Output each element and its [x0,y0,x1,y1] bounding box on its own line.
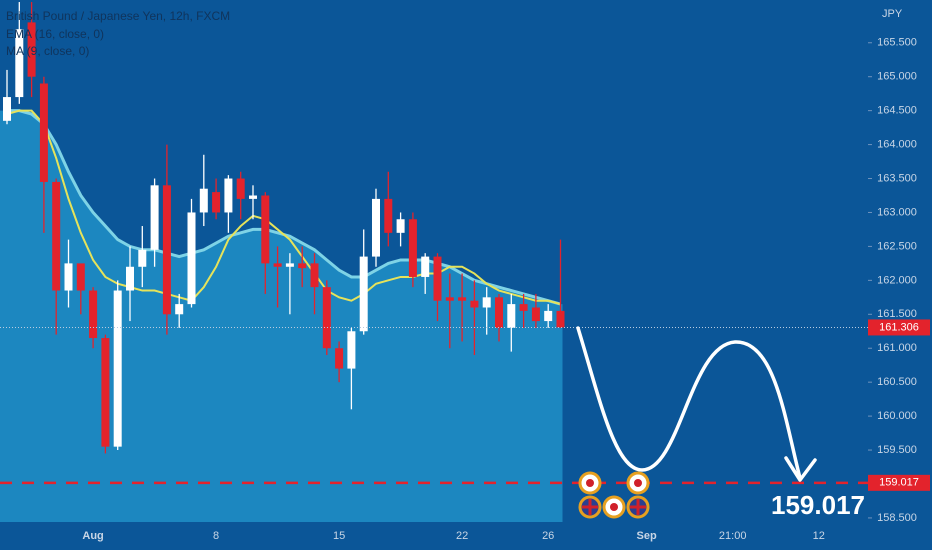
candle-body [482,297,491,308]
y-tick-label: 163.500 [877,172,917,184]
x-tick-label: Sep [637,530,657,542]
indicator-line [6,109,561,306]
candle-body [249,195,257,199]
candle-body [531,307,540,322]
y-tick-label: 165.000 [877,71,917,83]
target-box [868,474,930,491]
candle-body [113,290,122,447]
candle-body [322,287,331,349]
candle-body [384,198,393,233]
candle-body [458,297,467,301]
y-tick-label: 165.500 [877,37,917,49]
candle-body [199,188,208,213]
event-icon-dot [634,479,642,487]
candle-body [310,263,319,288]
candle-body [273,263,282,267]
candle-body [162,185,171,315]
event-icon-dot [610,503,618,511]
last-price-box [868,319,930,336]
candle-body [89,290,98,339]
x-tick-label: Aug [82,530,103,542]
candle-body [27,22,36,77]
candle-body [408,219,417,277]
candle-body [507,304,516,328]
chart-title: British Pound / Japanese Yen, 12h, FXCM [6,9,230,23]
candle-body [212,192,221,213]
event-icon-dot [586,479,594,487]
y-unit: JPY [882,8,903,20]
x-tick-label: 8 [213,530,219,542]
y-tick-label: 160.000 [877,410,917,422]
x-tick-label: 26 [542,530,554,542]
candle-body [495,297,503,328]
y-tick-label: 164.000 [877,138,917,150]
x-tick-label: 12 [813,530,825,542]
y-tick-label: 159.500 [877,444,917,456]
candle-body [359,256,368,332]
target-annotation: 159.017 [771,490,865,520]
y-tick-label: 161.000 [877,342,917,354]
candle-body [39,83,48,182]
candle-body [150,185,159,250]
event-icon-flag [582,499,598,515]
candle-body [3,97,11,121]
candle-body [470,300,479,308]
candle-body [285,263,294,267]
x-tick-label: 21:00 [719,530,747,542]
candle-body [187,212,196,305]
x-tick-label: 22 [456,530,468,542]
candle-body [175,304,184,315]
y-tick-label: 162.000 [877,274,917,286]
candle-body [396,219,405,233]
target-price-label: 159.017 [879,477,919,489]
y-tick-label: 162.500 [877,240,917,252]
y-tick-label: 163.000 [877,206,917,218]
candle-body [76,263,85,291]
y-tick-label: 158.500 [877,512,917,524]
x-tick-label: 15 [333,530,345,542]
candle-body [298,263,307,269]
candle-body [544,310,553,322]
legend-entry: EMA (16, close, 0) [6,27,104,41]
candle-body [138,249,147,267]
candle-body [445,297,454,301]
plot: 158.500 159.500 160.000 160.500 161.000 161.5… [0,2,930,542]
candle-body [433,256,442,301]
candle-body [519,304,528,311]
y-tick-label: 161.500 [877,308,917,320]
y-tick-label: 164.500 [877,105,917,117]
candle-body [261,195,270,264]
y-tick-label: 160.500 [877,376,917,388]
candle-body [556,310,565,328]
ema-area [0,110,563,523]
candle-body [236,178,245,199]
candle-body [126,266,134,291]
candle-body [347,331,356,369]
legend-entry: MA (9, close, 0) [6,44,89,58]
candle-body [101,338,110,447]
last-price-label: 161.306 [879,321,919,333]
event-icons [578,471,650,519]
candle-body [372,198,380,257]
candle-body [335,348,344,369]
candle-body [52,181,61,291]
candle-body [224,178,233,213]
projection-arrow [576,326,802,480]
arrow-head [784,456,817,482]
event-icon-flag [630,499,646,515]
candle-body [15,29,24,98]
candle-body [421,256,430,277]
candle-body [64,263,73,291]
